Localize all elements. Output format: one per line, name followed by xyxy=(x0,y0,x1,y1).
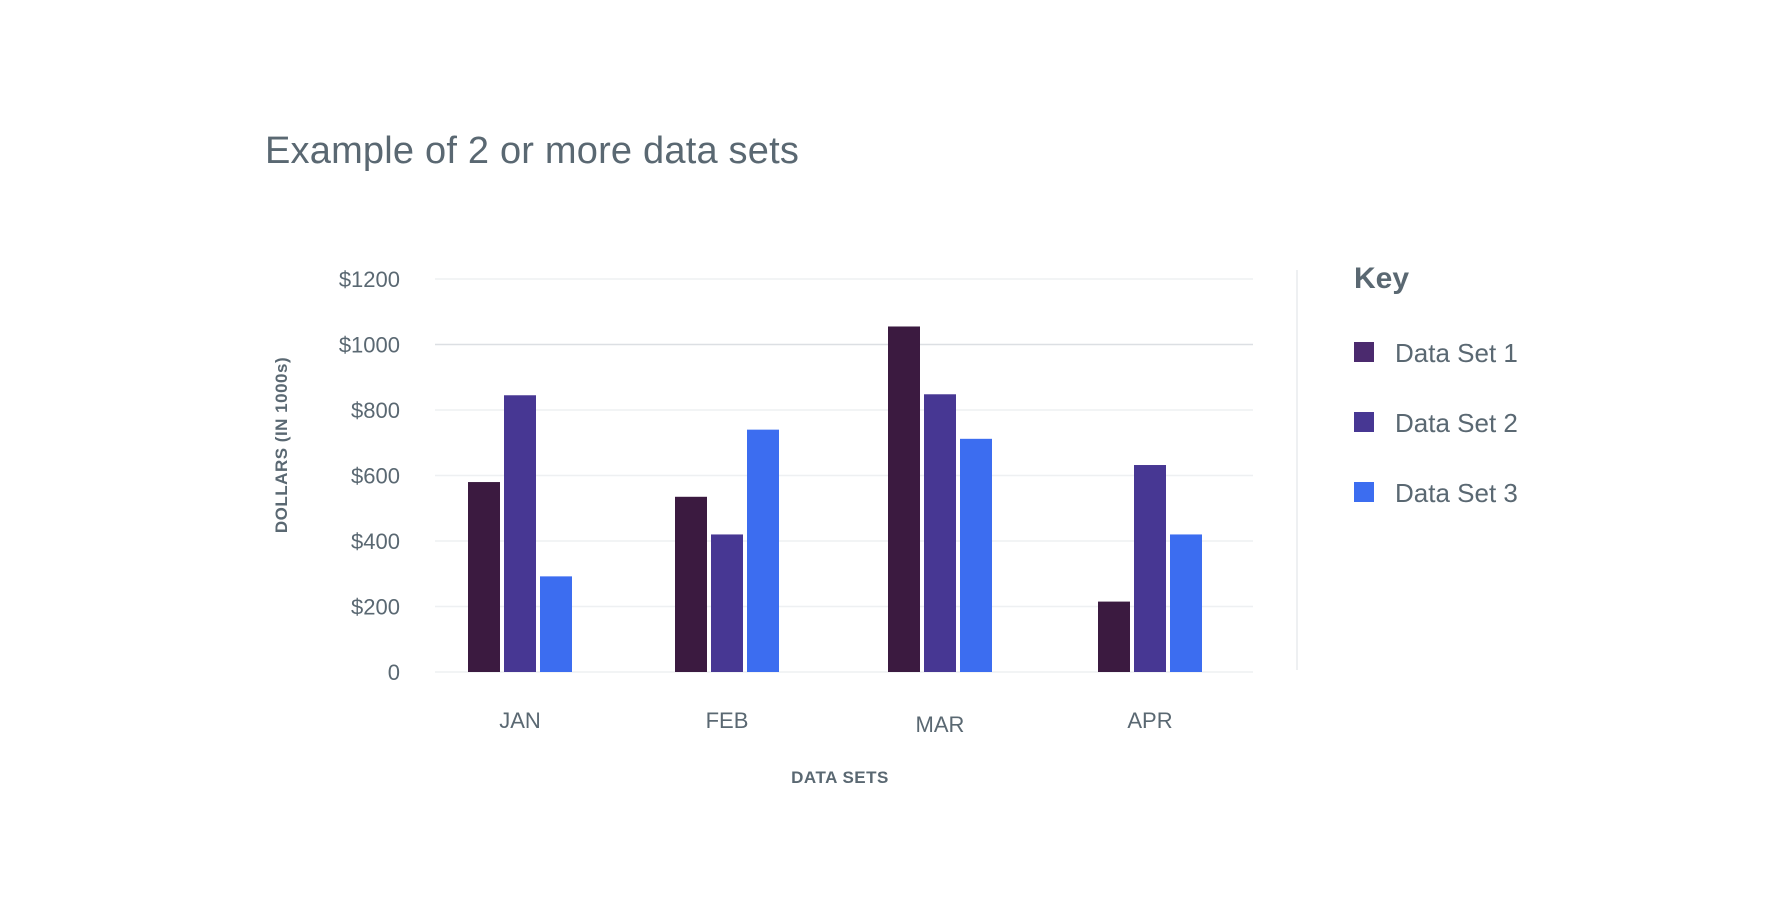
chart-title: Example of 2 or more data sets xyxy=(265,130,800,172)
y-tick-label: $400 xyxy=(351,529,400,554)
x-axis-title: DATA SETS xyxy=(791,768,889,787)
bar xyxy=(747,429,779,672)
legend-swatch xyxy=(1354,412,1374,432)
x-axis-categories: JAN FEB MAR APR xyxy=(499,708,1172,737)
bar xyxy=(924,394,956,672)
y-tick-label: $1200 xyxy=(339,267,400,292)
legend-label: Data Set 1 xyxy=(1395,338,1518,368)
bar xyxy=(468,482,500,672)
y-tick-label: $800 xyxy=(351,398,400,423)
bar xyxy=(711,534,743,672)
y-tick-label: $200 xyxy=(351,595,400,620)
y-tick-label: 0 xyxy=(388,660,400,685)
bar xyxy=(540,576,572,672)
bar xyxy=(888,326,920,672)
bar xyxy=(1098,601,1130,672)
bar xyxy=(504,395,536,672)
legend-swatch xyxy=(1354,482,1374,502)
bar xyxy=(960,438,992,672)
y-tick-label: $1000 xyxy=(339,333,400,358)
y-axis-ticks: 0 $200 $400 $600 $800 $1000 $1200 xyxy=(339,267,400,685)
bars xyxy=(468,326,1202,672)
bar xyxy=(675,496,707,672)
legend-label: Data Set 3 xyxy=(1395,478,1518,508)
bar xyxy=(1134,465,1166,672)
bar xyxy=(1170,534,1202,672)
legend-swatch xyxy=(1354,342,1374,362)
legend-title: Key xyxy=(1354,262,1409,295)
x-category-label: FEB xyxy=(706,708,749,733)
x-category-label: JAN xyxy=(499,708,541,733)
y-axis-title: DOLLARS (IN 1000s) xyxy=(272,357,291,533)
y-tick-label: $600 xyxy=(351,464,400,489)
x-category-label: APR xyxy=(1127,708,1172,733)
x-category-label: MAR xyxy=(916,712,965,737)
legend-label: Data Set 2 xyxy=(1395,408,1518,438)
legend: Data Set 1 Data Set 2 Data Set 3 xyxy=(1354,338,1518,508)
